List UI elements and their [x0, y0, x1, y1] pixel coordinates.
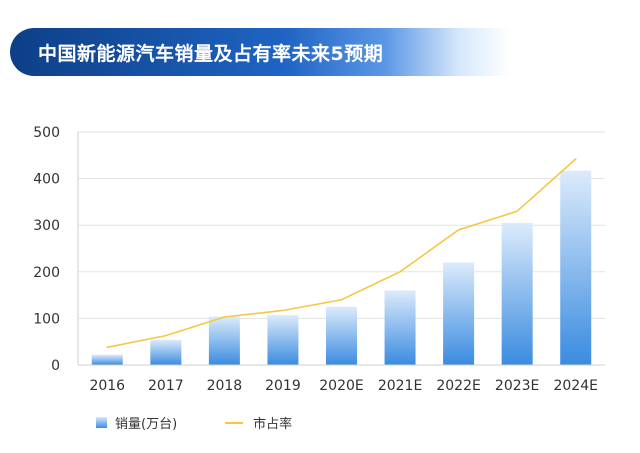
legend-item-share: 市占率	[225, 413, 292, 432]
line-point	[399, 271, 401, 273]
line-point	[457, 229, 460, 231]
y-tick-label: 500	[33, 125, 60, 141]
x-tick-label: 2016	[89, 378, 125, 394]
legend: 销量(万台) 市占率	[96, 413, 340, 432]
bar	[560, 170, 592, 365]
line-series	[106, 158, 577, 349]
y-tick-label: 300	[33, 218, 60, 234]
bar	[326, 306, 357, 365]
legend-line-swatch	[225, 421, 244, 424]
line-point	[282, 309, 284, 312]
y-tick-label: 0	[51, 358, 60, 374]
bar	[208, 316, 240, 365]
bar	[443, 262, 475, 365]
bar	[267, 315, 299, 365]
bar	[150, 339, 182, 365]
legend-bar-swatch	[96, 417, 107, 428]
legend-sales-label: 销量(万台)	[115, 417, 178, 432]
axes: 0 100 200 300 400 500 2016 2017 2018 2019 2020E 202…	[33, 125, 605, 394]
y-tick-label: 100	[33, 311, 60, 327]
line-point	[516, 210, 518, 213]
line-point	[340, 298, 343, 301]
x-tick-label: 2021E	[378, 378, 422, 394]
legend-share-label: 市占率	[253, 417, 293, 432]
title-banner: 中国新能源汽车销量及占有率未来5预期	[10, 28, 510, 76]
line-point	[106, 346, 109, 349]
y-tick-label: 200	[33, 265, 60, 281]
line-point	[223, 316, 226, 318]
x-tick-label: 2017	[148, 378, 184, 394]
y-tick-label: 400	[33, 172, 60, 188]
bar	[91, 354, 123, 365]
bar-series	[91, 170, 592, 365]
line-point	[574, 158, 577, 160]
bar	[384, 290, 416, 365]
line-point	[165, 334, 167, 337]
x-tick-label: 2023E	[495, 378, 539, 394]
bar	[501, 222, 533, 365]
x-tick-label: 2019	[265, 378, 301, 394]
x-tick-label: 2022E	[436, 378, 480, 394]
x-tick-label: 2020E	[319, 378, 363, 394]
chart-title: 中国新能源汽车销量及占有率未来5预期	[38, 42, 384, 65]
legend-item-sales: 销量(万台)	[96, 413, 177, 432]
x-tick-label: 2018	[207, 378, 243, 394]
x-tick-label: 2024E	[553, 378, 597, 394]
